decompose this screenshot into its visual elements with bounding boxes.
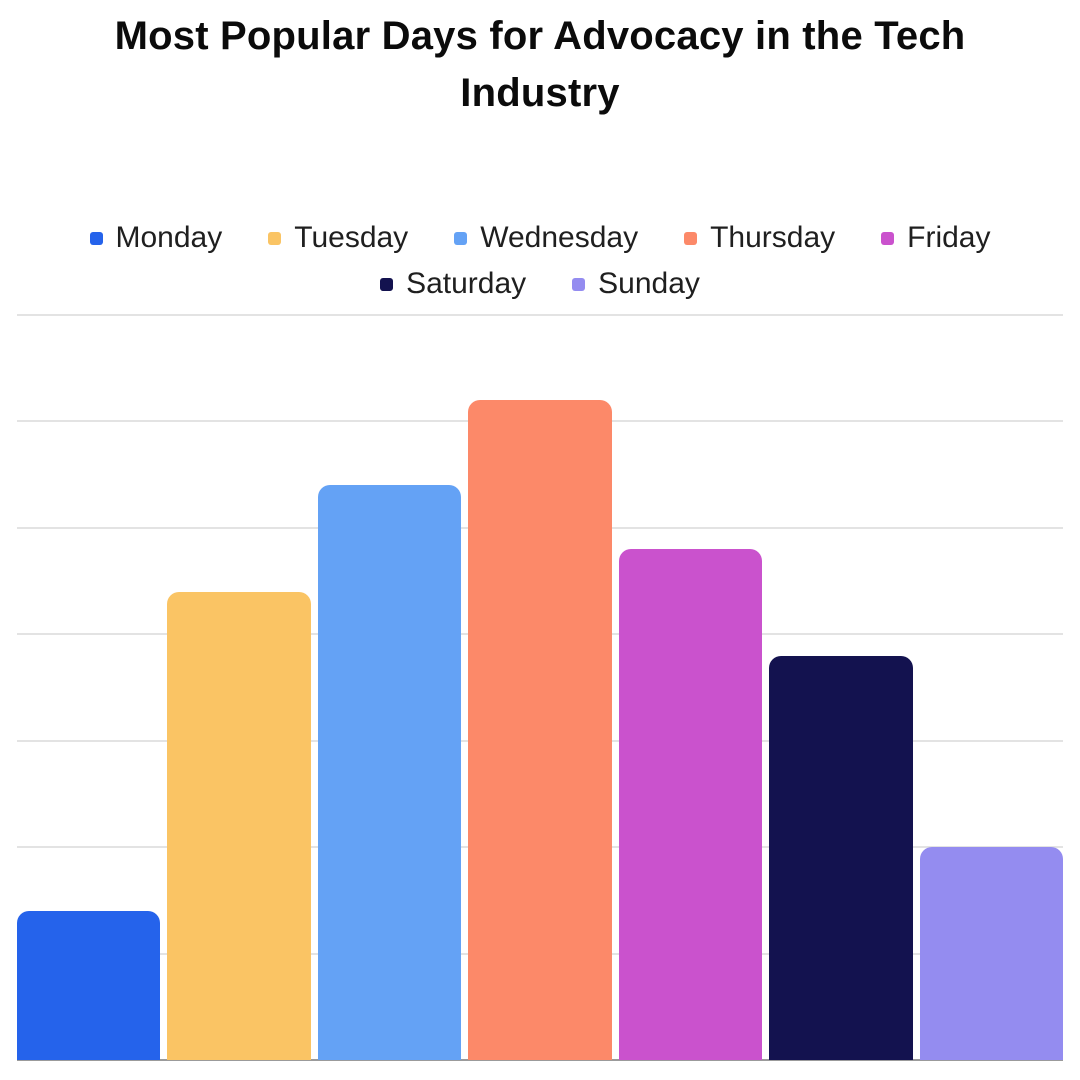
legend-label: Thursday bbox=[710, 221, 836, 254]
legend-item-friday: Friday bbox=[881, 218, 991, 258]
legend-label: Wednesday bbox=[480, 221, 639, 254]
bar-wednesday bbox=[317, 485, 462, 1060]
legend: Monday Tuesday Wednesday Thursday Friday Satu… bbox=[40, 218, 1040, 304]
bars-layer bbox=[17, 315, 1063, 1060]
legend-marker-saturday bbox=[380, 277, 394, 291]
legend-marker-wednesday bbox=[454, 231, 468, 245]
legend-label: Sunday bbox=[598, 267, 700, 300]
legend-item-monday: Monday bbox=[89, 218, 223, 258]
bar-monday bbox=[17, 911, 161, 1060]
bar-saturday bbox=[769, 655, 913, 1060]
legend-item-tuesday: Tuesday bbox=[268, 218, 408, 258]
legend-label: Tuesday bbox=[294, 221, 409, 254]
legend-marker-thursday bbox=[684, 231, 698, 245]
bar-thursday bbox=[468, 400, 612, 1060]
legend-item-wednesday: Wednesday bbox=[454, 218, 638, 258]
bar-friday bbox=[618, 549, 763, 1060]
x-axis-baseline bbox=[17, 1059, 1063, 1061]
legend-item-thursday: Thursday bbox=[684, 218, 835, 258]
bar-tuesday bbox=[167, 591, 311, 1060]
chart-title: Most Popular Days for Advocacy in the Te… bbox=[114, 14, 966, 115]
legend-item-saturday: Saturday bbox=[380, 264, 526, 304]
legend-label: Friday bbox=[907, 221, 991, 254]
gridline bbox=[17, 314, 1063, 316]
bar-sunday bbox=[919, 847, 1063, 1060]
legend-label: Monday bbox=[115, 221, 223, 254]
legend-marker-monday bbox=[89, 231, 103, 245]
legend-item-sunday: Sunday bbox=[572, 264, 700, 304]
legend-marker-tuesday bbox=[268, 231, 282, 245]
legend-marker-sunday bbox=[572, 277, 586, 291]
legend-marker-friday bbox=[881, 231, 895, 245]
plot-area bbox=[17, 314, 1063, 1061]
legend-label: Saturday bbox=[406, 267, 527, 300]
